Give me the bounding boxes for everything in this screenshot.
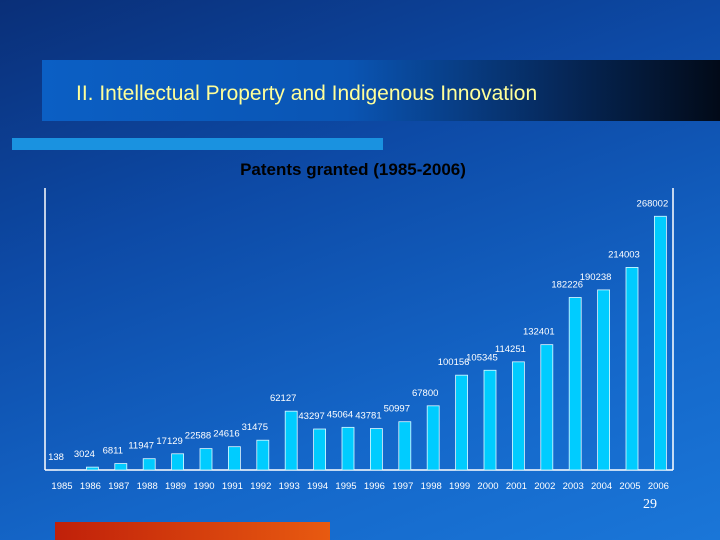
title-band [42,60,720,121]
data-label-2004: 190238 [580,272,612,283]
data-label-1987: 6811 [103,446,123,457]
bar-2005 [625,267,639,471]
data-label-2001: 114251 [495,344,526,355]
accent-bar [12,138,383,150]
x-tick-label-1999: 1999 [449,481,470,492]
x-tick-label-1991: 1991 [222,481,243,492]
x-tick-label-1986: 1986 [80,481,101,492]
x-tick-label-2003: 2003 [563,481,584,492]
data-label-1996: 43781 [355,411,381,422]
bar-2006 [654,215,667,471]
x-tick-label-2001: 2001 [506,481,527,492]
bar-1994 [313,428,327,471]
bar-1990 [199,448,213,471]
data-label-1992: 31475 [242,422,268,433]
bar-1991 [227,446,241,471]
x-tick-label-2000: 2000 [477,481,498,492]
bar-1993 [284,410,298,471]
bar-1996 [369,428,383,471]
bar-1986 [86,466,99,471]
chart-title: Patents granted (1985-2006) [240,160,466,179]
x-tick-label-2005: 2005 [619,481,640,492]
bar-2004 [597,289,610,471]
bar-1988 [142,458,156,471]
x-tick-label-1988: 1988 [137,481,158,492]
bar-2003 [568,297,582,471]
data-label-2005: 214003 [608,249,640,260]
x-tick-label-1992: 1992 [250,481,271,492]
bar-1987 [114,463,128,471]
x-tick-label-2006: 2006 [648,481,669,492]
x-tick-label-1987: 1987 [108,481,129,492]
bar-2001 [512,361,525,471]
slide-title: II. Intellectual Property and Indigenous… [76,82,538,105]
bar-1997 [398,421,412,471]
data-label-1999: 100156 [438,357,470,368]
x-tick-label-1985: 1985 [51,481,72,492]
x-tick-label-1996: 1996 [364,481,385,492]
x-tick-label-1994: 1994 [307,481,328,492]
x-tick-label-1997: 1997 [392,481,413,492]
bar-2000 [483,369,497,471]
data-label-2006: 268002 [637,198,669,209]
bar-1995 [341,426,355,471]
data-label-1988: 11947 [128,441,154,452]
data-label-1990: 22588 [185,431,211,442]
data-label-1993: 62127 [270,393,296,404]
data-label-2003: 182226 [551,279,583,290]
data-label-1998: 67800 [412,388,438,399]
data-label-1997: 50997 [384,404,410,415]
data-label-1985: 138 [48,452,64,463]
data-label-1986: 3024 [74,449,95,460]
data-label-1989: 17129 [156,436,182,447]
bar-1999 [455,374,469,471]
x-tick-label-1993: 1993 [279,481,300,492]
x-tick-label-2004: 2004 [591,481,612,492]
data-label-1991: 24616 [213,429,239,440]
x-tick-label-2002: 2002 [534,481,555,492]
data-label-2000: 105345 [466,352,498,363]
data-label-1995: 45064 [327,409,353,420]
x-tick-label-1990: 1990 [193,481,214,492]
x-tick-label-1989: 1989 [165,481,186,492]
x-tick-label-1998: 1998 [421,481,442,492]
x-tick-label-1995: 1995 [335,481,356,492]
data-label-2002: 132401 [523,327,555,338]
bar-2002 [540,344,554,471]
data-label-1994: 43297 [298,411,324,422]
bottom-accent-bar [55,522,330,540]
bar-1989 [171,453,185,471]
bar-1992 [256,439,270,471]
page-number: 29 [643,497,657,512]
bar-1998 [426,405,440,471]
